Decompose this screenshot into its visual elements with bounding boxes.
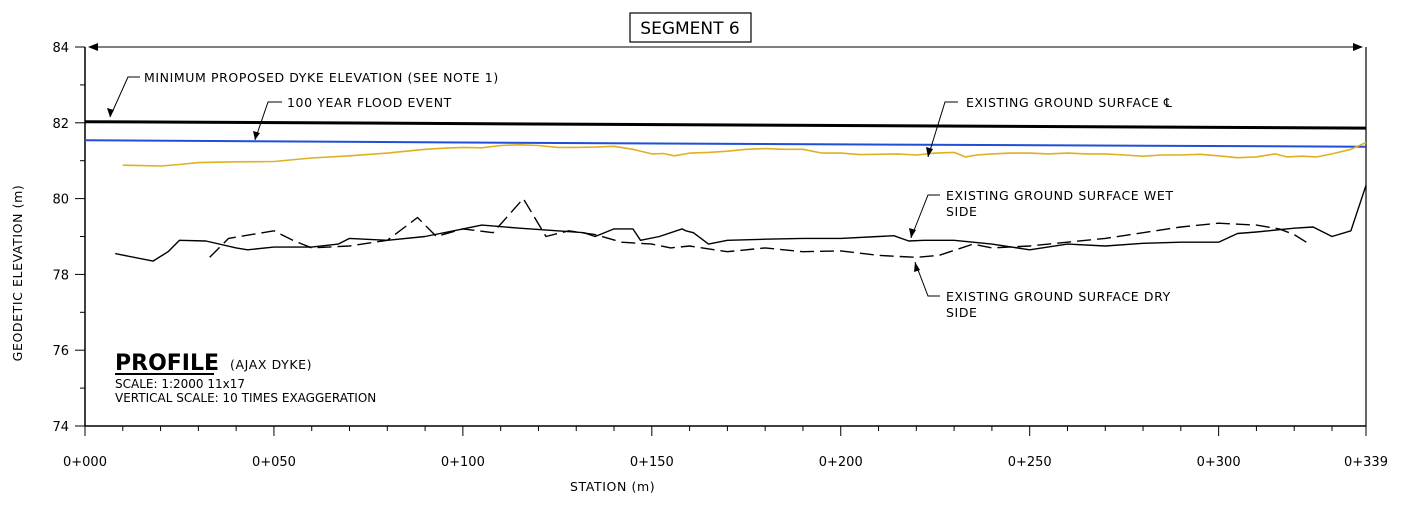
y-axis-ticks: 74 76 78 80 82 84 (52, 41, 85, 435)
y-tick-label: 80 (52, 193, 69, 208)
x-tick-label: 0+000 (63, 455, 107, 470)
series-layer (84, 120, 1367, 262)
y-tick-label: 84 (52, 41, 69, 56)
series-line-4 (115, 185, 1367, 262)
series-line-3 (122, 141, 1367, 167)
wet-label-arrow (909, 228, 916, 238)
x-tick-label: 0+339 (1344, 455, 1388, 470)
x-axis-label: STATION (m) (570, 479, 655, 494)
series-line-2 (84, 139, 1367, 148)
x-axis-ticks: 0+000 0+050 0+100 0+150 0+200 0+250 0+300 0+339 (63, 426, 1388, 470)
y-axis-label: GEODETIC ELEVATION (m) (10, 185, 25, 362)
dry-label-line2: SIDE (946, 305, 978, 320)
dyke-label-leader (109, 76, 140, 118)
y-tick-label: 76 (52, 344, 69, 359)
series-line-5 (209, 197, 1310, 258)
centerline-label-arrow (926, 147, 933, 157)
series-line-1 (84, 120, 1367, 130)
flood-label: 100 YEAR FLOOD EVENT (287, 95, 452, 110)
wet-label-line1: EXISTING GROUND SURFACE WET (946, 188, 1174, 203)
x-tick-label: 0+300 (1197, 455, 1241, 470)
dyke-label-arrow (107, 108, 114, 117)
x-tick-label: 0+150 (630, 455, 674, 470)
profile-heading: PROFILE (115, 351, 219, 376)
profile-subtitle: (AJAX DYKE) (230, 357, 312, 372)
flood-label-leader (254, 101, 282, 141)
dry-label-line1: EXISTING GROUND SURFACE DRY (946, 289, 1171, 304)
y-tick-label: 74 (52, 420, 69, 435)
centerline-label-leader (927, 101, 958, 158)
wet-label-line2: SIDE (946, 204, 978, 219)
y-tick-label: 82 (52, 117, 69, 132)
x-tick-label: 0+250 (1008, 455, 1052, 470)
chart-title: SEGMENT 6 (640, 19, 739, 39)
vertical-scale-note: VERTICAL SCALE: 10 TIMES EXAGGERATION (115, 391, 376, 405)
wet-label-leader (910, 194, 940, 239)
x-tick-label: 0+100 (441, 455, 485, 470)
dry-label-arrow (914, 262, 920, 272)
centerline-label: EXISTING GROUND SURFACE ℄ (966, 95, 1173, 110)
dry-label-leader (914, 261, 940, 297)
scale-note: SCALE: 1:2000 11x17 (115, 377, 245, 391)
flood-label-arrow (253, 131, 260, 140)
chart-title-box (629, 12, 752, 43)
x-tick-label: 0+050 (252, 455, 296, 470)
x-tick-label: 0+200 (819, 455, 863, 470)
dyke-label: MINIMUM PROPOSED DYKE ELEVATION (SEE NOT… (144, 70, 499, 85)
y-tick-label: 78 (52, 268, 69, 283)
